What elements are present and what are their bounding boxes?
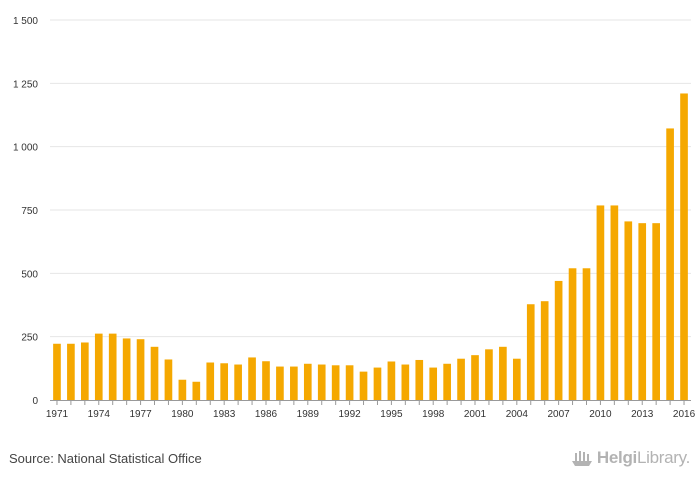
bar-2003 [499, 346, 507, 400]
bars [53, 93, 688, 400]
x-tick-label: 1986 [255, 409, 278, 420]
bar-1978 [150, 346, 159, 400]
x-tick-label: 2010 [589, 409, 612, 420]
ship-icon [571, 451, 592, 466]
bar-2005 [526, 304, 535, 400]
bar-2000 [457, 358, 465, 400]
bar-1992 [345, 365, 354, 400]
bar-2008 [568, 268, 577, 400]
bar-1983 [220, 363, 229, 400]
source-note: Source: National Statistical Office [9, 451, 202, 466]
y-tick-label: 0 [32, 396, 38, 407]
bar-1994 [373, 367, 382, 400]
bar-1979 [164, 359, 173, 400]
bar-1988 [290, 366, 298, 400]
bar-2011 [610, 205, 619, 400]
bar-1990 [317, 364, 326, 400]
x-tick-label: 1971 [46, 409, 69, 420]
x-tick-label: 1977 [129, 409, 152, 420]
bar-2015 [666, 128, 674, 400]
x-tick-label: 2007 [547, 409, 570, 420]
bar-1999 [443, 363, 451, 400]
y-tick-label: 1 000 [13, 143, 38, 154]
bar-2012 [624, 221, 633, 400]
bar-2001 [471, 355, 479, 400]
gridlines [50, 19, 691, 338]
bar-2010 [596, 205, 605, 400]
y-tick-label: 1 250 [13, 79, 38, 90]
bar-2013 [638, 223, 647, 400]
x-tick-label: 2016 [673, 409, 696, 420]
bar-1993 [359, 371, 368, 400]
bar-1998 [429, 367, 438, 400]
brand-logo: HelgiLibrary. [570, 448, 690, 468]
bar-1991 [331, 365, 340, 400]
bar-2002 [485, 349, 493, 400]
y-tick-label: 250 [21, 333, 38, 344]
bar-2009 [582, 268, 591, 400]
x-tick-label: 2001 [464, 409, 487, 420]
x-axis: 1971 1974 1977 1980 1983 1986 1989 1992 1995 1998… [46, 400, 696, 420]
y-axis: 0 250 500 750 1 000 1 250 1 500 [13, 16, 38, 407]
bar-2004 [512, 358, 521, 400]
x-tick-label: 1989 [297, 409, 320, 420]
bar-1996 [401, 364, 410, 400]
bar-1981 [192, 381, 201, 400]
bar-1982 [206, 362, 215, 400]
brand-name: HelgiLibrary. [597, 448, 690, 468]
y-tick-label: 500 [21, 269, 38, 280]
bar-1977 [136, 339, 145, 400]
brand-suffix: Library. [636, 448, 690, 467]
bar-1987 [276, 366, 284, 400]
x-tick-label: 1980 [171, 409, 194, 420]
x-tick-label: 1995 [380, 409, 403, 420]
chart-footer: Source: National Statistical Office Helg… [0, 440, 700, 483]
bar-1989 [303, 363, 312, 400]
x-tick-label: 2013 [631, 409, 654, 420]
y-tick-label: 750 [21, 206, 38, 217]
brand-prefix: Helgi [596, 448, 637, 467]
x-tick-label: 1983 [213, 409, 236, 420]
y-tick-label: 1 500 [13, 16, 38, 27]
x-tick-label: 1992 [338, 409, 361, 420]
bar-1975 [108, 333, 117, 400]
x-tick-label: 1974 [88, 409, 111, 420]
bar-2007 [554, 280, 563, 400]
bar-1985 [248, 357, 256, 400]
bar-1997 [415, 359, 424, 400]
bar-1995 [387, 361, 396, 400]
bar-2014 [652, 223, 660, 400]
bar-1972 [67, 343, 75, 400]
bar-2016 [680, 93, 688, 400]
bar-1974 [94, 333, 103, 400]
x-tick-label: 2004 [506, 409, 529, 420]
x-tick-label: 1998 [422, 409, 445, 420]
bar-1976 [122, 338, 131, 400]
bar-1971 [53, 343, 61, 400]
bar-1980 [178, 379, 187, 400]
bar-1986 [262, 361, 270, 400]
bar-1973 [81, 342, 89, 400]
bar-2006 [540, 301, 549, 400]
bar-1984 [234, 364, 242, 400]
